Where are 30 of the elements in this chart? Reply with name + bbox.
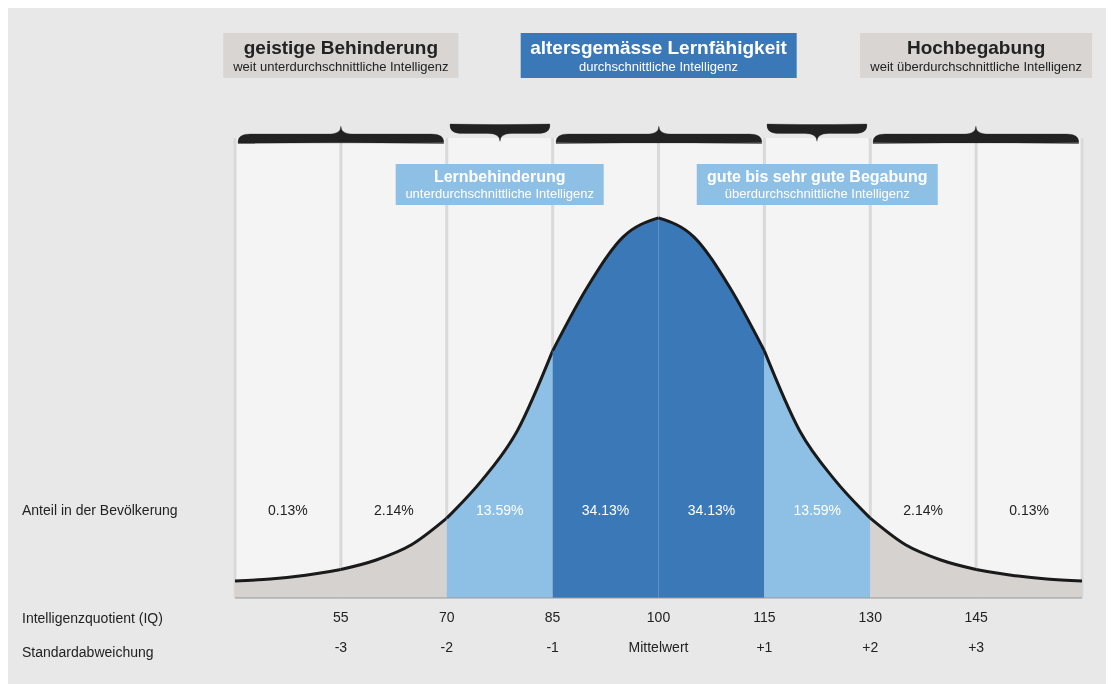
annotation: 0.13% bbox=[268, 501, 308, 518]
text: Standardabweichung bbox=[22, 644, 154, 660]
annotation: 2.14% bbox=[903, 501, 944, 518]
x-tick-label: 100 bbox=[646, 608, 671, 625]
x2-tick-label: Mittelwert bbox=[628, 638, 689, 655]
text: Hochbegabung weit überdurchschnittliche Intelligenz bbox=[870, 37, 1082, 74]
x2-tick-label: -3 bbox=[334, 638, 348, 655]
x2-tick-label: +1 bbox=[756, 638, 773, 655]
text: gute bis sehr gute Begabung überdurchschnittliche Intelligenz bbox=[707, 168, 928, 201]
annotation: 2.14% bbox=[373, 501, 414, 518]
text: Lernbehinderung unterdurchschnittliche Intelligenz bbox=[405, 168, 594, 201]
x-tick-label: 85 bbox=[544, 608, 561, 625]
x2-tick-label: +2 bbox=[862, 638, 879, 655]
x-tick-label: 115 bbox=[753, 608, 776, 625]
x2-tick-label: -1 bbox=[546, 638, 560, 655]
x2-tick-label: -2 bbox=[440, 638, 454, 655]
text: altersgemässe Lernfähigkeit durchschnittliche Intelligenz bbox=[530, 37, 787, 74]
annotation: 13.59% bbox=[793, 501, 842, 518]
text: Intelligenzquotient (IQ) bbox=[22, 610, 163, 626]
x-tick-label: 70 bbox=[438, 608, 455, 625]
annotation: 13.59% bbox=[475, 501, 524, 518]
annotation: 34.13% bbox=[687, 501, 736, 518]
x2-tick-label: +3 bbox=[968, 638, 985, 655]
x-tick-label: 130 bbox=[858, 608, 883, 625]
annotation: 0.13% bbox=[1009, 501, 1049, 518]
annotation: 34.13% bbox=[581, 501, 630, 518]
text: Anteil in der Bevölkerung bbox=[22, 501, 178, 518]
x-tick-label: 55 bbox=[333, 608, 349, 625]
x-tick-label: 145 bbox=[964, 608, 989, 625]
text: geistige Behinderung weit unterdurchschnittliche Intelligenz bbox=[233, 37, 449, 74]
